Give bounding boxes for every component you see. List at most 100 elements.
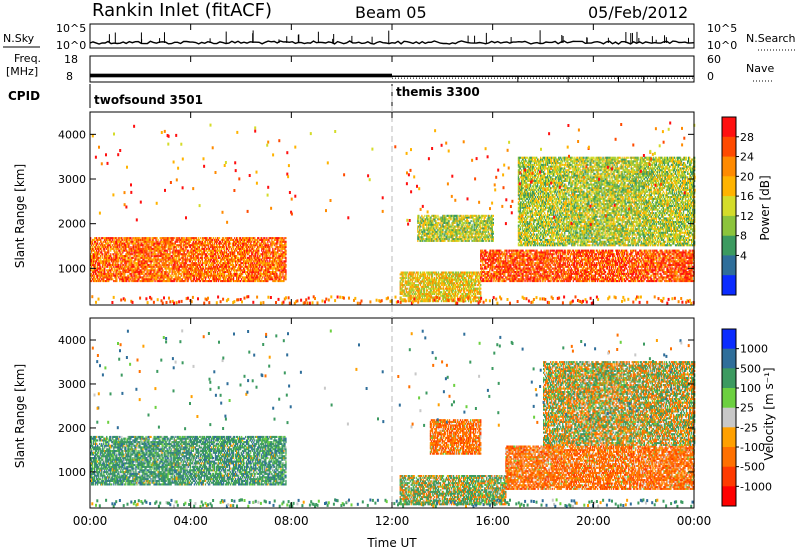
power-cells-cell-1 <box>472 282 473 284</box>
power-cells-cell-0 <box>217 262 218 264</box>
power-cells-cell-0 <box>131 239 132 241</box>
power-cells-cell-0 <box>281 276 282 278</box>
power-cells-cell-2 <box>482 268 483 270</box>
power-cells-cell-1 <box>477 289 478 291</box>
power-cells-cell-0 <box>181 264 182 266</box>
power-cells-cell-0 <box>211 273 212 275</box>
power-cells-cell-1 <box>427 275 428 277</box>
power-cells-cell-0 <box>269 250 270 252</box>
power-cells-cell-0 <box>177 262 178 264</box>
power-cells-cell-0 <box>93 248 94 250</box>
power-cells-cell-1 <box>407 288 408 290</box>
power-cells-cell-0 <box>221 255 222 257</box>
power-cells-cell-0 <box>178 275 179 277</box>
power-cells-cell-0 <box>103 278 104 280</box>
power-cells-cell-0 <box>201 276 202 278</box>
power-cells-cell-0 <box>226 246 227 248</box>
power-cells-cell-0 <box>132 253 133 255</box>
power-cells-cell-0 <box>139 275 140 277</box>
power-cells-cell-0 <box>116 278 117 280</box>
power-cells-cell-0 <box>186 248 187 250</box>
power-cells-cell-0 <box>113 253 114 255</box>
power-cells-cell-0 <box>204 248 205 250</box>
power-cells-cell-0 <box>202 257 203 259</box>
power-cells-cell-0 <box>161 239 162 241</box>
power-cells-cell-1 <box>466 288 467 290</box>
power-cells-cell-0 <box>228 239 229 241</box>
power-cells-cell-1 <box>467 273 468 275</box>
power-cells-cell-0 <box>200 266 201 268</box>
power-cells-cell-0 <box>105 241 106 243</box>
power-cells-cell-0 <box>180 251 181 253</box>
power-cells-cell-0 <box>197 251 198 253</box>
freq-unit-label: [MHz] <box>6 65 38 78</box>
power-cells-cell-0 <box>208 273 209 275</box>
power-cells-cell-0 <box>214 243 215 245</box>
power-cells-cell-0 <box>241 250 242 252</box>
power-cells-cell-0 <box>285 264 286 266</box>
power-cells-cell-0 <box>188 278 189 280</box>
power-cells-cell-0 <box>238 278 239 280</box>
power-cells-cell-0 <box>285 257 286 259</box>
power-cells-cell-0 <box>233 248 234 250</box>
power-cells-cell-1 <box>425 275 426 277</box>
power-cells-cell-0 <box>261 237 262 239</box>
power-cells-cell-1 <box>478 284 479 286</box>
power-cells-cell-0 <box>169 255 170 257</box>
power-cells-cell-0 <box>135 278 136 280</box>
power-cells-cell-0 <box>216 280 217 282</box>
power-cells-cell-0 <box>108 253 109 255</box>
power-cells-cell-0 <box>151 278 152 280</box>
power-cells-cell-1 <box>424 297 425 299</box>
power-cells-cell-1 <box>421 289 422 291</box>
power-cells-cell-1 <box>405 286 406 288</box>
power-cells-cell-0 <box>224 275 225 277</box>
power-cells-cell-1 <box>414 272 415 274</box>
power-cells-cell-0 <box>224 250 225 252</box>
power-cells-cell-0 <box>131 262 132 264</box>
power-cells-cell-0 <box>282 273 283 275</box>
power-cells-cell-0 <box>211 266 212 268</box>
power-cells-cell-0 <box>121 262 122 264</box>
power-cells-cell-0 <box>236 264 237 266</box>
power-cells-cell-0 <box>116 280 117 282</box>
power-cells-cell-1 <box>403 280 404 282</box>
power-cells-cell-0 <box>174 280 175 282</box>
power-cells-cell-0 <box>160 248 161 250</box>
power-cells-cell-0 <box>122 266 123 268</box>
power-cells-cell-0 <box>92 246 93 248</box>
power-cells-cell-1 <box>421 282 422 284</box>
power-cells-cell-0 <box>184 251 185 253</box>
power-cells-cell-0 <box>116 276 117 278</box>
power-cells-cell-0 <box>285 269 286 271</box>
power-cells-cell-0 <box>260 276 261 278</box>
power-cells-cell-0 <box>112 268 113 270</box>
power-cells-cell-0 <box>213 255 214 257</box>
power-cells-cell-0 <box>205 278 206 280</box>
power-cells-cell-0 <box>206 264 207 266</box>
power-cells-cell-0 <box>261 250 262 252</box>
power-cells-cell-0 <box>205 246 206 248</box>
power-cells-cell-0 <box>119 280 120 282</box>
power-cells-cell-0 <box>240 276 241 278</box>
power-cells-cell-0 <box>251 260 252 262</box>
power-cells-cell-0 <box>168 260 169 262</box>
power-cells-cell-0 <box>93 273 94 275</box>
power-cells-cell-0 <box>237 273 238 275</box>
power-cells-cell-0 <box>186 241 187 243</box>
power-cells-cell-1 <box>458 280 459 282</box>
power-cells-cell-1 <box>449 275 450 277</box>
power-cells-cell-0 <box>98 251 99 253</box>
power-cells-cell-1 <box>413 288 414 290</box>
power-cells-cell-1 <box>400 280 401 282</box>
power-cells-cell-2 <box>481 253 482 255</box>
power-cells-cell-0 <box>262 276 263 278</box>
power-cells-cell-0 <box>241 278 242 280</box>
power-cells-cell-1 <box>432 275 433 277</box>
power-cells-cell-0 <box>134 260 135 262</box>
power-cells-cell-0 <box>117 255 118 257</box>
power-cells-cell-0 <box>155 253 156 255</box>
power-cells-cell-0 <box>274 250 275 252</box>
power-cells-cell-0 <box>190 246 191 248</box>
power-cells-cell-1 <box>439 280 440 282</box>
